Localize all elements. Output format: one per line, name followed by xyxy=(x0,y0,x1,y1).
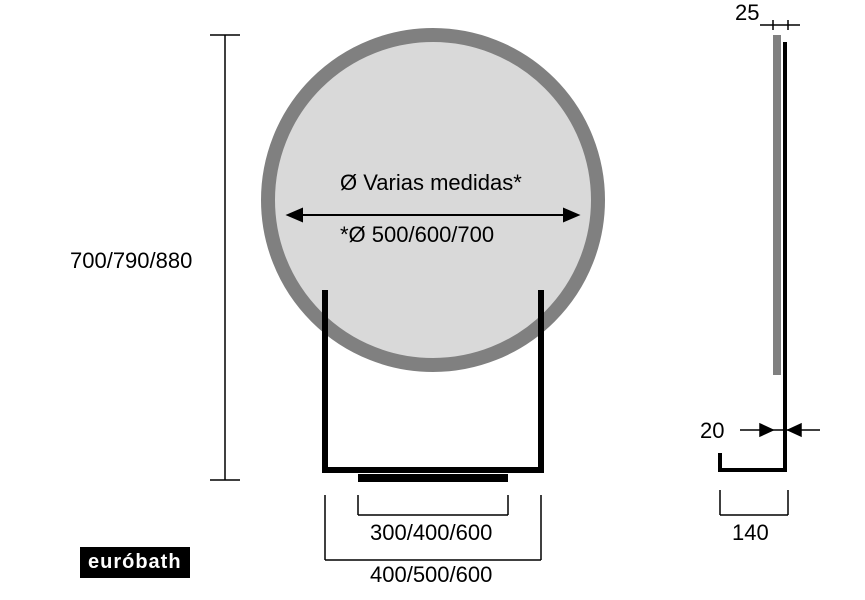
mirror-circle xyxy=(268,35,598,365)
side-shelf xyxy=(720,455,785,470)
label-stand-outer-width: 400/500/600 xyxy=(370,562,492,588)
label-side-base-depth: 140 xyxy=(732,520,769,546)
dim-side-shelf-depth xyxy=(740,424,820,436)
dim-stand-inner-width xyxy=(358,495,508,515)
dim-side-base xyxy=(720,490,788,515)
label-diameter-title: Ø Varias medidas* xyxy=(340,170,522,196)
label-side-shelf-depth: 20 xyxy=(700,418,724,444)
label-stand-inner-width: 300/400/600 xyxy=(370,520,492,546)
logo-accent: ó xyxy=(122,551,135,574)
dim-side-top xyxy=(760,20,800,30)
label-overall-height: 700/790/880 xyxy=(70,248,192,274)
label-diameter-values: *Ø 500/600/700 xyxy=(340,222,494,248)
logo-part1: eur xyxy=(88,551,122,574)
brand-logo: euróbath xyxy=(80,547,190,578)
dim-overall-height xyxy=(210,35,240,480)
label-side-top-depth: 25 xyxy=(735,0,759,26)
logo-part2: bath xyxy=(135,551,181,574)
